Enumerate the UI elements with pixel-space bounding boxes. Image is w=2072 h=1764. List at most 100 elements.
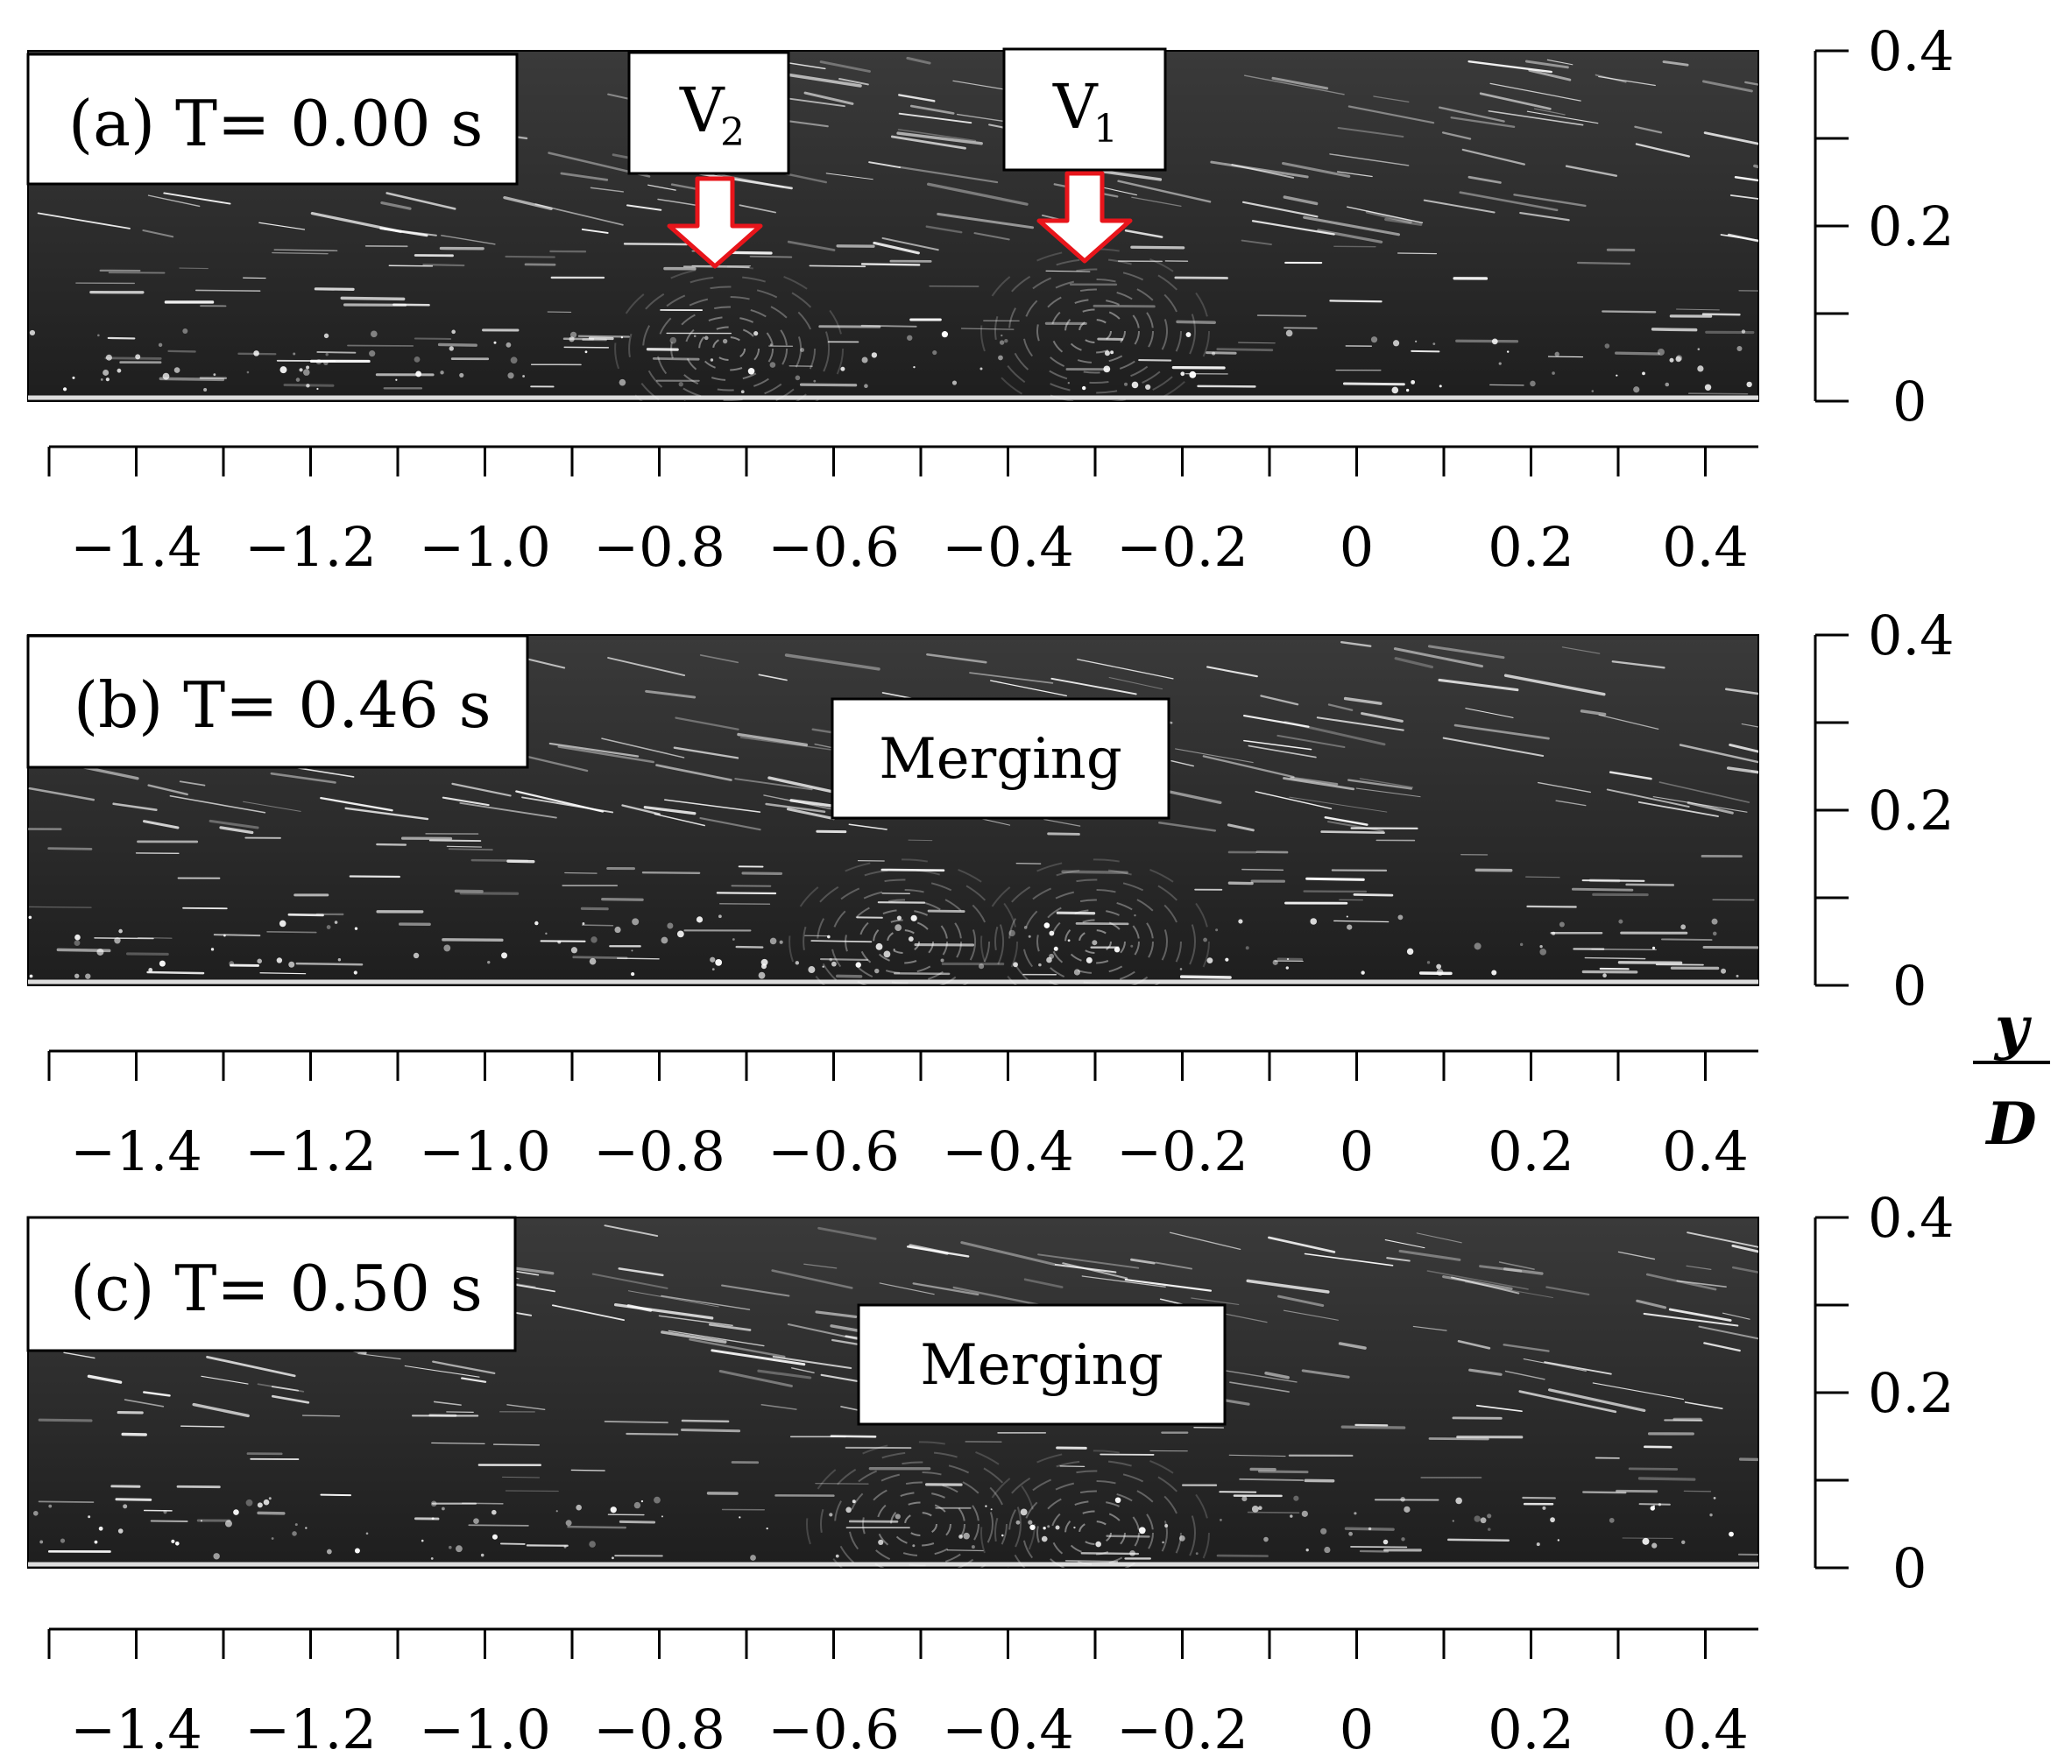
vortex-swirls [788, 858, 1210, 985]
particle-dot [1721, 968, 1727, 974]
particle-streak [1117, 180, 1212, 203]
particle-dot [1225, 957, 1229, 962]
particle-streak [1479, 92, 1552, 110]
particle-streak [1130, 245, 1185, 250]
particle-streak [1703, 131, 1758, 145]
particle-streak [1228, 1454, 1286, 1457]
particle-dot [1162, 1541, 1164, 1544]
particle-streak [765, 802, 826, 814]
particle-streak [1676, 308, 1720, 311]
particle-streak [1729, 194, 1758, 200]
svg-text:V: V [679, 74, 725, 146]
particle-streak [1337, 126, 1404, 138]
x-tick-label: −0.2 [1116, 515, 1248, 579]
vortex-ring [904, 1512, 937, 1536]
panel-label-box [26, 634, 529, 769]
arrow-down-icon [667, 176, 763, 269]
particle-dot [1652, 1505, 1655, 1507]
particle-streak [1155, 1261, 1193, 1270]
particle-dot [414, 356, 421, 363]
particle-dot [1047, 1525, 1050, 1528]
particle-dot [163, 1510, 167, 1514]
particle-streak [468, 1524, 529, 1527]
particle-dot [1220, 1519, 1222, 1521]
particle-dot [1285, 966, 1289, 970]
particle-dot [1238, 919, 1243, 924]
particle-streak [1064, 1560, 1119, 1563]
particle-streak [470, 858, 529, 862]
particle-dot [1426, 961, 1431, 964]
particle-dot [883, 950, 891, 958]
particle-streak [1545, 1286, 1590, 1296]
particle-streak [357, 1352, 401, 1360]
particle-dot [710, 956, 716, 963]
particle-streak [1428, 1437, 1489, 1441]
particle-dot [1432, 342, 1436, 346]
particle-dot [32, 1510, 39, 1516]
x-tick-label: 0.2 [1488, 1697, 1574, 1761]
particle-streak [1722, 1312, 1750, 1320]
particle-dot [978, 963, 985, 970]
particle-dot [1697, 348, 1701, 350]
particle-dot [105, 377, 110, 382]
particle-streak [825, 173, 873, 180]
particle-streak [588, 336, 614, 341]
particle-streak [1498, 1261, 1535, 1270]
particle-streak [1547, 1388, 1646, 1413]
particle-streak [577, 335, 630, 338]
particle-streak [1256, 314, 1307, 317]
x-tick-label: −0.4 [942, 515, 1074, 579]
particle-streak [1555, 800, 1587, 807]
panel-a: (a) T= 0.00 s V 2 V 1 [26, 47, 1759, 402]
particle-streak [1283, 195, 1319, 206]
particle-dot [334, 921, 338, 924]
particle-dot [800, 348, 805, 352]
particle-streak [1353, 893, 1394, 897]
particle-dot [103, 369, 110, 376]
particle-dot [1138, 1527, 1146, 1535]
particle-dot [279, 920, 286, 928]
particle-dot [1498, 362, 1502, 365]
particle-streak [1687, 801, 1734, 815]
particle-dot [1711, 918, 1718, 925]
particle-dot [766, 1528, 768, 1530]
particle-dot [501, 952, 508, 959]
x-tick-label: −1.2 [244, 515, 377, 579]
particle-streak [661, 1295, 751, 1310]
particle-streak [1100, 169, 1163, 181]
particle-dot [1263, 1536, 1269, 1542]
particle-dot [1361, 970, 1365, 975]
x-tick-label: 0.4 [1662, 515, 1749, 579]
particle-dot [1713, 1497, 1716, 1499]
particle-streak [1283, 777, 1355, 791]
particle-dot [354, 1548, 360, 1554]
particle-streak [1592, 1382, 1685, 1401]
particle-dot [1651, 946, 1656, 950]
x-tick-label: 0.4 [1662, 1697, 1749, 1761]
particle-streak [1158, 822, 1217, 832]
particle-dot [302, 369, 310, 376]
particle-dot [1400, 1497, 1405, 1502]
particle-streak [557, 745, 654, 764]
particle-streak [737, 732, 809, 747]
particle-dot [117, 368, 122, 373]
particle-dot [827, 935, 831, 939]
particle-streak [681, 1419, 730, 1423]
particle-streak [767, 776, 845, 796]
particle-streak [1229, 1381, 1290, 1393]
particle-dot [1301, 1510, 1308, 1517]
vortex-ring [1036, 1490, 1154, 1568]
particle-streak [1347, 779, 1413, 790]
vortex-ring [817, 878, 991, 985]
particle-dot [715, 958, 723, 966]
particle-streak [1324, 816, 1368, 826]
particle-streak [47, 847, 93, 850]
particle-streak [1426, 1270, 1529, 1290]
particle-streak [952, 1286, 1045, 1308]
particle-dot [864, 384, 868, 389]
particle-streak [926, 653, 987, 664]
particle-dot [299, 368, 303, 372]
particle-dot [871, 352, 878, 358]
particle-dot [105, 354, 112, 361]
